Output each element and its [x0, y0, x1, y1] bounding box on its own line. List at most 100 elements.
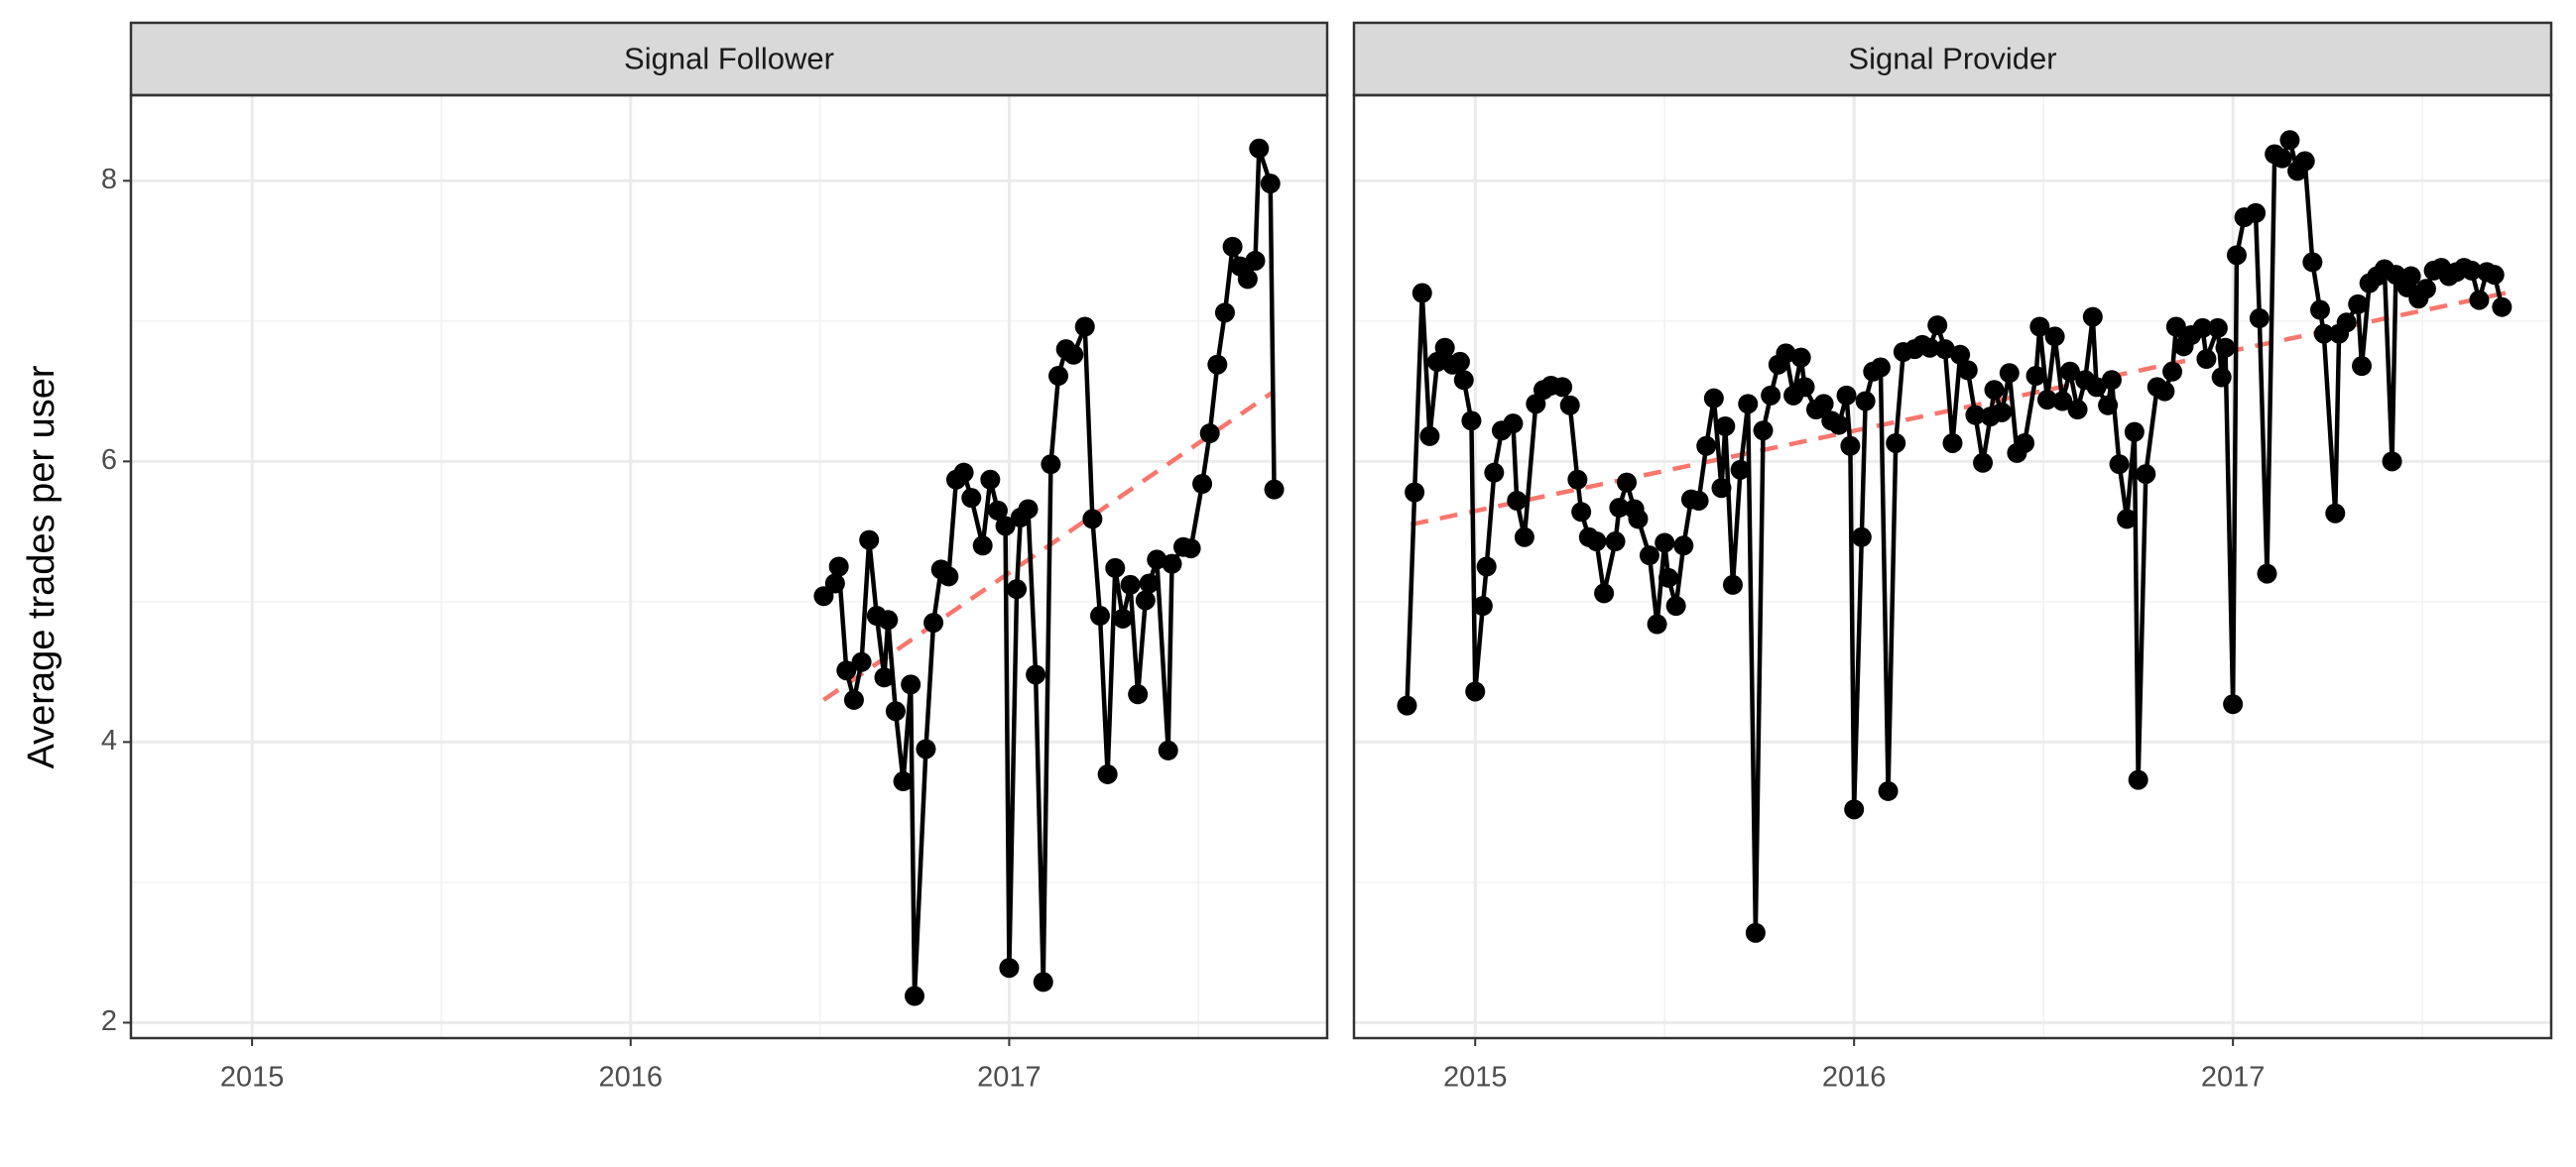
point — [1722, 574, 1743, 595]
point — [1594, 583, 1615, 604]
point — [1063, 344, 1084, 365]
point — [1753, 420, 1774, 441]
point — [2015, 432, 2035, 453]
point — [2207, 317, 2228, 338]
point — [1647, 614, 1667, 635]
point — [2059, 361, 2080, 382]
point — [1192, 474, 1213, 495]
point — [2492, 296, 2513, 317]
panel-border — [129, 93, 1329, 1040]
point — [1112, 608, 1133, 629]
point — [1007, 579, 1028, 600]
point — [2029, 316, 2050, 337]
point — [1673, 535, 1694, 556]
panel-background — [131, 95, 1327, 1038]
point — [1461, 410, 1482, 431]
point — [1617, 472, 1638, 493]
point — [1688, 490, 1709, 511]
point — [2294, 151, 2315, 172]
point — [1851, 526, 1872, 547]
point — [2279, 130, 2300, 151]
point — [1919, 337, 1940, 358]
point — [885, 701, 906, 722]
point — [1147, 549, 1167, 570]
point — [2461, 260, 2482, 281]
point — [859, 529, 880, 550]
point — [1260, 174, 1281, 194]
point — [2192, 317, 2213, 338]
point — [2124, 421, 2145, 442]
point — [2249, 308, 2269, 329]
point — [1813, 394, 1834, 414]
point — [1844, 799, 1865, 820]
point — [1135, 590, 1156, 611]
point — [961, 488, 982, 509]
point — [1567, 469, 1588, 490]
point — [2162, 361, 2183, 382]
y-tick-label: 8 — [101, 164, 117, 195]
point — [1973, 452, 1994, 473]
point — [2154, 381, 2175, 402]
point — [1041, 454, 1061, 475]
point — [2257, 563, 2277, 584]
point — [1992, 402, 2013, 422]
point — [1507, 490, 1528, 511]
point — [1703, 388, 1724, 408]
point — [1586, 531, 1607, 552]
point — [1222, 236, 1243, 257]
point — [1886, 432, 1906, 453]
point — [1120, 574, 1141, 595]
x-tick-label: 2017 — [977, 1062, 1042, 1094]
point — [1018, 499, 1039, 520]
point — [1074, 316, 1095, 337]
point — [1453, 370, 1474, 391]
point — [1180, 538, 1201, 559]
x-tick-label: 2015 — [220, 1062, 285, 1094]
point — [938, 566, 959, 587]
point — [1828, 414, 1849, 435]
point — [1449, 351, 1470, 372]
point — [916, 739, 936, 759]
x-tick-label: 2016 — [599, 1062, 664, 1094]
point — [2128, 769, 2148, 790]
point — [1514, 526, 1534, 547]
point — [2044, 326, 2065, 347]
point — [1082, 509, 1103, 529]
point — [1559, 395, 1580, 415]
point — [828, 556, 849, 577]
point — [1934, 339, 1955, 360]
point — [1745, 922, 1766, 943]
y-axis-label: Average trades per user — [21, 365, 62, 768]
point — [2098, 395, 2119, 415]
point — [1476, 556, 1497, 577]
point — [1609, 498, 1630, 519]
point — [2052, 391, 2073, 411]
point — [2386, 265, 2406, 286]
point — [1639, 545, 1659, 566]
point — [1139, 573, 1160, 594]
y-tick-label: 6 — [101, 444, 117, 476]
point — [824, 573, 845, 594]
point — [1794, 377, 1815, 398]
point — [2136, 464, 2156, 485]
facet-title: Signal Provider — [1848, 42, 2056, 76]
point — [923, 613, 944, 634]
point — [1411, 283, 1432, 303]
point — [2223, 694, 2244, 715]
point — [2117, 509, 2138, 529]
point — [2336, 312, 2357, 333]
point — [1090, 606, 1111, 627]
point — [2382, 451, 2402, 472]
point — [2215, 337, 2236, 358]
point — [2415, 279, 2436, 299]
point — [893, 771, 914, 792]
point — [1658, 567, 1679, 588]
point — [2348, 293, 2369, 314]
point — [874, 667, 895, 688]
point — [1105, 557, 1126, 578]
point — [2025, 366, 2046, 387]
point — [2246, 202, 2267, 223]
point — [1434, 337, 1455, 358]
point — [2101, 370, 2122, 391]
point — [999, 958, 1020, 979]
